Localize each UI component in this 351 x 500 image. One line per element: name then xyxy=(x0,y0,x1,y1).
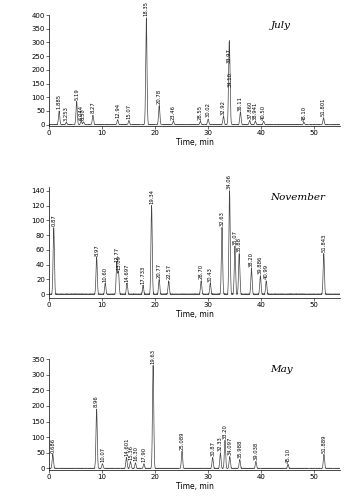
Text: 12.94: 12.94 xyxy=(115,103,120,118)
Text: 23.46: 23.46 xyxy=(171,104,176,120)
Text: 34.06: 34.06 xyxy=(227,174,232,189)
Text: 8.96: 8.96 xyxy=(94,396,99,407)
Text: 38.20: 38.20 xyxy=(249,252,254,266)
Text: 20.77: 20.77 xyxy=(157,262,162,278)
Text: 35.988: 35.988 xyxy=(237,440,242,458)
Text: 38.941: 38.941 xyxy=(253,102,258,119)
Text: 30.02: 30.02 xyxy=(206,102,211,118)
Text: 6.044: 6.044 xyxy=(79,104,84,120)
Text: 48.10: 48.10 xyxy=(302,106,306,120)
Text: 34.097: 34.097 xyxy=(227,436,232,455)
Text: 12.77: 12.77 xyxy=(114,246,119,262)
Text: 8.27: 8.27 xyxy=(91,102,95,114)
Text: 40.50: 40.50 xyxy=(261,104,266,120)
Text: 30.87: 30.87 xyxy=(210,441,215,456)
Text: 16.30: 16.30 xyxy=(133,446,138,461)
Text: 19.63: 19.63 xyxy=(151,348,155,364)
Text: 10.07: 10.07 xyxy=(100,447,105,462)
Text: 28.70: 28.70 xyxy=(199,264,204,280)
Text: 14.601: 14.601 xyxy=(124,438,129,456)
Text: 36.11: 36.11 xyxy=(238,96,243,110)
Text: 14.697: 14.697 xyxy=(125,263,130,281)
Text: 33.97: 33.97 xyxy=(227,48,232,62)
Text: 32.33: 32.33 xyxy=(218,436,223,451)
Text: 39.038: 39.038 xyxy=(253,442,258,460)
Text: 40.99: 40.99 xyxy=(264,264,269,280)
Text: 6.50: 6.50 xyxy=(81,108,86,120)
Text: 20.78: 20.78 xyxy=(157,88,162,104)
Text: November: November xyxy=(271,192,325,202)
Text: 22.57: 22.57 xyxy=(166,264,171,280)
Text: 3.253: 3.253 xyxy=(64,106,69,120)
Text: 37.860: 37.860 xyxy=(247,100,252,119)
Text: 17.733: 17.733 xyxy=(140,266,146,283)
Text: 25.089: 25.089 xyxy=(179,431,185,450)
Text: 0.686: 0.686 xyxy=(50,438,55,452)
Text: 34.10: 34.10 xyxy=(227,72,232,88)
Text: 51.843: 51.843 xyxy=(321,234,326,252)
Text: 13.09: 13.09 xyxy=(116,256,121,270)
Text: 33.20: 33.20 xyxy=(223,424,227,438)
Text: 32.63: 32.63 xyxy=(219,211,225,226)
Text: 35.07: 35.07 xyxy=(232,230,237,244)
Text: 28.55: 28.55 xyxy=(198,104,203,120)
Text: 15.07: 15.07 xyxy=(126,104,132,119)
Text: 15.36: 15.36 xyxy=(128,445,133,460)
Text: 17.90: 17.90 xyxy=(141,447,146,462)
X-axis label: Time, min: Time, min xyxy=(176,482,214,490)
Text: 10.60: 10.60 xyxy=(103,266,108,281)
Text: 45.10: 45.10 xyxy=(285,448,291,463)
Text: 51.801: 51.801 xyxy=(321,98,326,116)
Text: 39.886: 39.886 xyxy=(258,256,263,274)
Text: 32.92: 32.92 xyxy=(221,100,226,114)
Text: 18.35: 18.35 xyxy=(144,1,149,16)
Text: 5.19: 5.19 xyxy=(74,88,79,100)
Text: 30.43: 30.43 xyxy=(208,266,213,281)
Text: July: July xyxy=(271,20,291,30)
Text: 19.34: 19.34 xyxy=(149,189,154,204)
Text: 1.885: 1.885 xyxy=(57,94,62,109)
Text: 0.87: 0.87 xyxy=(51,214,56,226)
Text: 8.97: 8.97 xyxy=(94,244,99,256)
X-axis label: Time, min: Time, min xyxy=(176,310,214,318)
Text: 35.88: 35.88 xyxy=(237,237,242,252)
Text: May: May xyxy=(271,364,293,374)
Text: 51.889: 51.889 xyxy=(322,434,326,452)
X-axis label: Time, min: Time, min xyxy=(176,138,214,146)
